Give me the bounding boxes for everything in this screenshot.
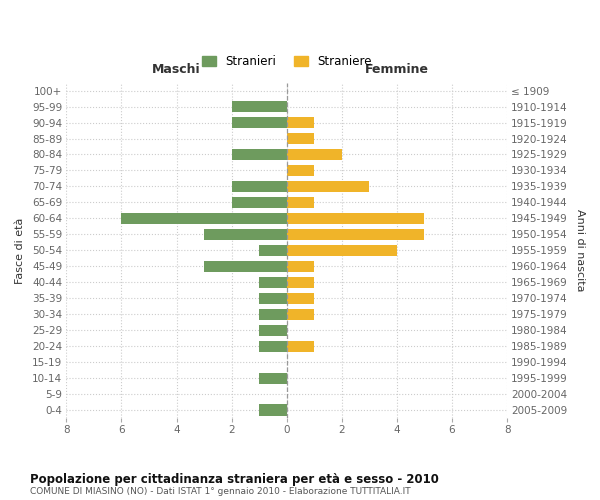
Bar [232, 117, 287, 128]
Bar [287, 229, 424, 240]
Y-axis label: Anni di nascita: Anni di nascita [575, 209, 585, 292]
Legend: Stranieri, Straniere: Stranieri, Straniere [202, 55, 372, 68]
Bar [259, 308, 287, 320]
Text: COMUNE DI MIASINO (NO) - Dati ISTAT 1° gennaio 2010 - Elaborazione TUTTITALIA.IT: COMUNE DI MIASINO (NO) - Dati ISTAT 1° g… [30, 488, 410, 496]
Text: Popolazione per cittadinanza straniera per età e sesso - 2010: Popolazione per cittadinanza straniera p… [30, 472, 439, 486]
Bar [259, 276, 287, 288]
Bar [232, 197, 287, 208]
Text: Femmine: Femmine [365, 63, 429, 76]
Bar [204, 229, 287, 240]
Bar [287, 340, 314, 352]
Bar [287, 308, 314, 320]
Y-axis label: Fasce di età: Fasce di età [15, 217, 25, 284]
Bar [259, 372, 287, 384]
Bar [232, 181, 287, 192]
Bar [287, 181, 370, 192]
Bar [121, 213, 287, 224]
Bar [287, 276, 314, 288]
Bar [204, 260, 287, 272]
Bar [259, 244, 287, 256]
Bar [259, 340, 287, 352]
Bar [287, 197, 314, 208]
Bar [259, 404, 287, 415]
Bar [287, 260, 314, 272]
Bar [259, 292, 287, 304]
Bar [287, 133, 314, 144]
Text: Maschi: Maschi [152, 63, 201, 76]
Bar [287, 213, 424, 224]
Bar [287, 292, 314, 304]
Bar [287, 244, 397, 256]
Bar [287, 149, 342, 160]
Bar [259, 324, 287, 336]
Bar [232, 101, 287, 112]
Bar [287, 117, 314, 128]
Bar [287, 165, 314, 176]
Bar [232, 149, 287, 160]
